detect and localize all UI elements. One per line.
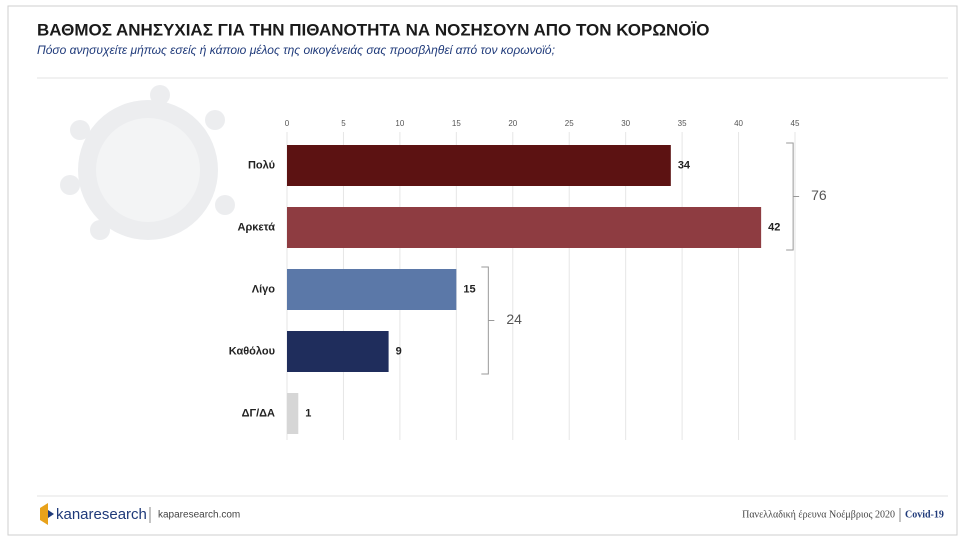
category-label: Λίγο [252,283,276,295]
frame [7,5,958,536]
survey: Πανελλαδική έρευνα Νοέμβριος 2020 [742,509,895,520]
title: ΒΑΘΜΟΣ ΑΝΗΣΥΧΙΑΣ ΓΙΑ ΤΗΝ ΠΙΘΑΝΟΤΗΤΑ ΝΑ Ν… [37,20,709,39]
logo-icon [40,503,48,525]
value-label: 1 [305,407,311,419]
group-bracket [481,266,495,375]
value-label: 15 [463,283,475,295]
x-tick-label: 20 [508,119,517,128]
bar [287,269,457,310]
group-total: 76 [811,187,827,203]
x-tick-label: 0 [285,119,290,128]
value-label: 42 [768,221,780,233]
bar [287,331,389,372]
category-label: Καθόλου [229,345,275,357]
x-tick-label: 45 [791,119,800,128]
x-tick-label: 15 [452,119,461,128]
x-tick-label: 25 [565,119,574,128]
value-label: 9 [396,345,402,357]
x-tick-label: 5 [341,119,346,128]
value-label: 34 [678,159,691,171]
logo-icon [48,510,54,518]
bar [287,145,671,186]
site: kaparesearch.com [158,510,240,521]
x-tick-label: 35 [678,119,687,128]
x-tick-label: 40 [734,119,743,128]
category-label: ΔΓ/ΔΑ [242,407,275,419]
group-total: 24 [506,311,522,327]
group-bracket [786,142,800,251]
category-label: Αρκετά [238,221,276,233]
subtitle: Πόσο ανησυχείτε μήπως εσείς ή κάποιο μέλ… [37,43,555,57]
brand: kanaresearch [56,506,147,523]
category-label: Πολύ [248,159,275,171]
bar [287,207,762,248]
x-tick-label: 10 [395,119,404,128]
tag: Covid-19 [905,509,944,520]
x-tick-label: 30 [621,119,630,128]
virus-image [60,85,235,240]
bar [287,393,299,434]
